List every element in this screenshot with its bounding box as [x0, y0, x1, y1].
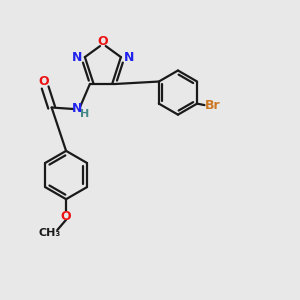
Text: CH₃: CH₃	[39, 228, 61, 238]
Text: N: N	[72, 51, 83, 64]
Text: O: O	[61, 210, 71, 223]
Text: H: H	[80, 109, 89, 119]
Text: N: N	[71, 103, 82, 116]
Text: O: O	[38, 75, 49, 88]
Text: N: N	[123, 51, 134, 64]
Text: Br: Br	[205, 99, 220, 112]
Text: O: O	[98, 35, 108, 48]
